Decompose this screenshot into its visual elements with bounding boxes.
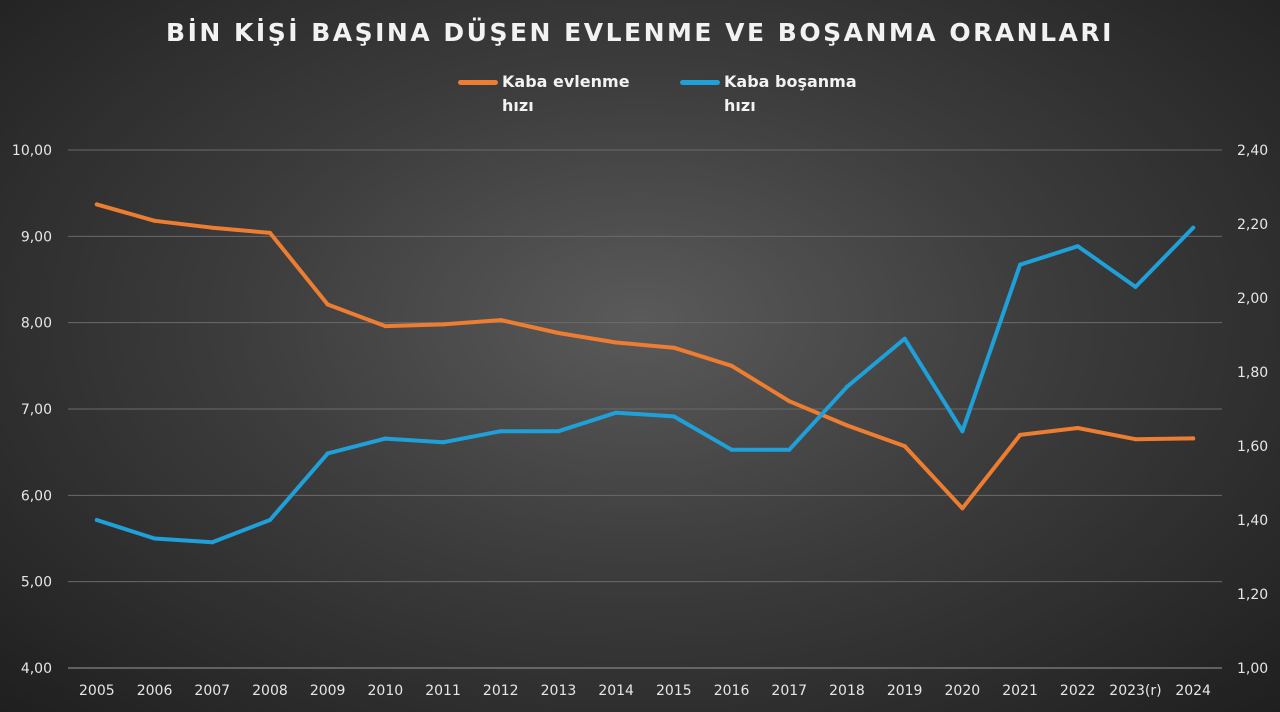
data-point-divorce-rate	[671, 414, 676, 419]
data-point-marriage-rate	[1075, 425, 1080, 430]
data-point-marriage-rate	[210, 225, 215, 230]
legend-label-divorce: Kaba boşanma hızı	[724, 70, 864, 118]
x-tick-label: 2022	[1060, 683, 1096, 699]
data-point-divorce-rate	[902, 336, 907, 341]
data-point-marriage-rate	[383, 324, 388, 329]
x-tick-label: 2006	[137, 683, 173, 699]
x-tick-label: 2005	[79, 683, 115, 699]
legend-label-divorce-line2: hızı	[724, 96, 756, 115]
legend-label-marriage-line1: Kaba evlenme	[502, 72, 630, 91]
data-point-marriage-rate	[614, 340, 619, 345]
x-tick-label: 2008	[252, 683, 288, 699]
data-point-divorce-rate	[1133, 284, 1138, 289]
data-point-marriage-rate	[787, 399, 792, 404]
x-tick-label: 2013	[541, 683, 577, 699]
data-point-marriage-rate	[1018, 432, 1023, 437]
data-point-marriage-rate	[1133, 437, 1138, 442]
data-point-divorce-rate	[383, 436, 388, 441]
data-point-marriage-rate	[152, 218, 157, 223]
y-right-tick-label: 1,80	[1237, 365, 1268, 381]
y-left-tick-label: 7,00	[21, 402, 52, 418]
x-tick-label: 2007	[194, 683, 230, 699]
x-tick-label: 2016	[714, 683, 750, 699]
data-point-marriage-rate	[671, 345, 676, 350]
x-tick-label: 2011	[425, 683, 461, 699]
data-point-marriage-rate	[729, 363, 734, 368]
legend-swatch-divorce	[680, 80, 720, 85]
data-point-marriage-rate	[267, 230, 272, 235]
data-point-divorce-rate	[556, 429, 561, 434]
y-right-tick-label: 2,00	[1237, 291, 1268, 307]
data-point-marriage-rate	[902, 444, 907, 449]
y-right-tick-label: 2,20	[1237, 217, 1268, 233]
data-point-divorce-rate	[787, 447, 792, 452]
data-point-divorce-rate	[267, 518, 272, 522]
legend-label-divorce-line1: Kaba boşanma	[724, 72, 857, 91]
legend-label-marriage-line2: hızı	[502, 96, 534, 115]
data-point-marriage-rate	[325, 302, 330, 307]
data-point-marriage-rate	[960, 506, 965, 511]
y-right-tick-label: 1,00	[1237, 661, 1268, 677]
data-point-marriage-rate	[94, 202, 99, 207]
data-point-divorce-rate	[210, 540, 215, 545]
y-left-tick-label: 8,00	[21, 316, 52, 332]
y-left-tick-label: 4,00	[21, 661, 52, 677]
x-tick-label: 2018	[829, 683, 865, 699]
data-point-marriage-rate	[844, 423, 849, 428]
y-left-tick-label: 9,00	[21, 229, 52, 245]
series-line-marriage-rate	[94, 202, 1196, 511]
chart-title: BİN KİŞİ BAŞINA DÜŞEN EVLENME VE BOŞANMA…	[166, 18, 1114, 47]
y-right-tick-label: 2,40	[1237, 143, 1268, 159]
data-point-divorce-rate	[498, 429, 503, 434]
x-tick-label: 2021	[1002, 683, 1038, 699]
data-point-marriage-rate	[556, 331, 561, 336]
x-tick-label: 2017	[771, 683, 807, 699]
y-right-tick-label: 1,20	[1237, 587, 1268, 603]
series-line-divorce-rate	[94, 225, 1196, 545]
legend-swatch-marriage	[458, 80, 498, 85]
data-point-divorce-rate	[729, 447, 734, 452]
data-point-marriage-rate	[441, 322, 446, 327]
data-point-divorce-rate	[94, 518, 99, 522]
data-point-divorce-rate	[614, 410, 619, 415]
y-left-tick-label: 10,00	[12, 143, 52, 159]
y-right-tick-label: 1,60	[1237, 439, 1268, 455]
data-point-divorce-rate	[844, 384, 849, 389]
x-tick-label: 2015	[656, 683, 692, 699]
x-tick-label: 2009	[310, 683, 346, 699]
data-point-divorce-rate	[152, 536, 157, 541]
legend-label-marriage: Kaba evlenme hızı	[502, 70, 642, 118]
data-point-divorce-rate	[1018, 262, 1023, 267]
legend: Kaba evlenme hızı Kaba boşanma hızı	[0, 70, 1280, 130]
x-tick-label: 2014	[598, 683, 634, 699]
data-point-marriage-rate	[498, 318, 503, 323]
legend-item-marriage: Kaba evlenme hızı	[458, 70, 642, 118]
data-point-divorce-rate	[441, 440, 446, 445]
x-tick-label: 2024	[1175, 683, 1211, 699]
y-left-tick-label: 6,00	[21, 488, 52, 504]
data-point-marriage-rate	[1191, 436, 1196, 441]
data-point-divorce-rate	[1191, 225, 1196, 230]
data-point-divorce-rate	[325, 451, 330, 456]
legend-item-divorce: Kaba boşanma hızı	[680, 70, 864, 118]
x-tick-label: 2012	[483, 683, 519, 699]
x-tick-label: 2010	[368, 683, 404, 699]
y-right-tick-label: 1,40	[1237, 513, 1268, 529]
data-point-divorce-rate	[960, 429, 965, 434]
x-tick-label: 2020	[945, 683, 981, 699]
y-left-tick-label: 5,00	[21, 575, 52, 591]
x-tick-label: 2019	[887, 683, 923, 699]
x-tick-label: 2023(r)	[1109, 683, 1161, 699]
data-point-divorce-rate	[1075, 244, 1080, 249]
